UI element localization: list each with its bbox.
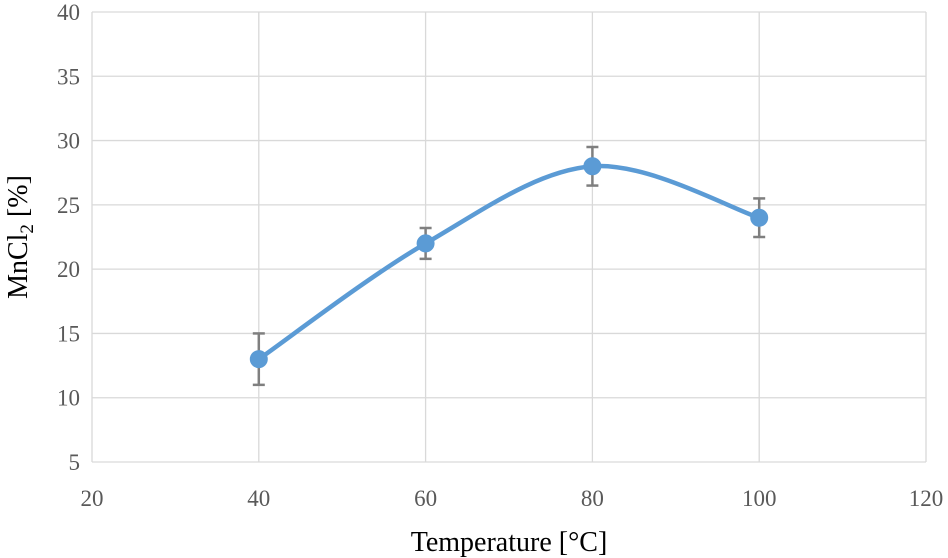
x-tick-label-80: 80: [581, 486, 604, 511]
series-line-0: [256, 163, 762, 362]
y-tick-label-20: 20: [57, 257, 80, 282]
y-axis-title-suffix: [%]: [3, 175, 34, 224]
y-tick-label-40: 40: [57, 0, 80, 25]
x-tick-label-100: 100: [742, 486, 777, 511]
data-point-40: [249, 350, 268, 369]
y-tick-label-35: 35: [57, 64, 80, 89]
y-tick-label-10: 10: [57, 386, 80, 411]
x-tick-label-60: 60: [414, 486, 437, 511]
tick-labels: 5 10 15 20 25 30 35 40 20 40 60 80 100 120: [57, 0, 943, 511]
grid: [92, 11, 927, 462]
data-point-80: [583, 157, 602, 176]
y-axis-title-subscript: 2: [17, 224, 38, 234]
y-tick-label-5: 5: [69, 450, 81, 475]
x-tick-label-120: 120: [909, 486, 944, 511]
y-axis-title: MnCl2 [%]: [3, 175, 38, 299]
data-point-100: [750, 208, 769, 227]
axes: [91, 12, 926, 463]
x-tick-label-20: 20: [81, 486, 104, 511]
y-tick-label-15: 15: [57, 321, 80, 346]
data-series: [249, 145, 769, 387]
x-tick-label-40: 40: [247, 486, 270, 511]
y-axis-title-main: MnCl: [3, 233, 34, 299]
y-tick-label-25: 25: [57, 193, 80, 218]
y-tick-label-30: 30: [57, 129, 80, 154]
data-point-60: [416, 234, 435, 253]
x-axis-title: Temperature [°C]: [411, 527, 608, 558]
